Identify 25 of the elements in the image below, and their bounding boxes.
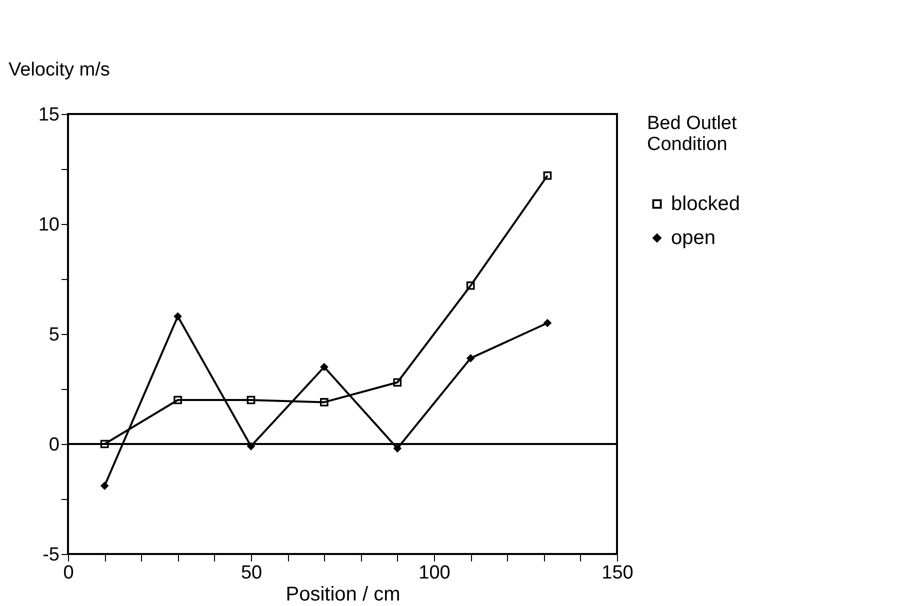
x-tick-label: 50 <box>240 562 262 584</box>
legend-label: blocked <box>671 193 740 215</box>
x-axis-title: Position / cm <box>286 584 400 606</box>
x-tick-label: 150 <box>602 562 634 584</box>
point <box>543 318 552 328</box>
y-tick-label: 15 <box>38 104 60 126</box>
x-tick-label: 100 <box>418 562 450 584</box>
x-tick-label: 0 <box>63 562 74 584</box>
point <box>466 354 475 362</box>
point <box>174 312 182 321</box>
y-tick-label: 10 <box>38 214 60 236</box>
point <box>393 378 402 387</box>
point <box>320 398 328 406</box>
y-axis-title: Velocity m/s <box>8 60 110 80</box>
y-tick-label: -5 <box>42 544 60 566</box>
point <box>100 482 109 490</box>
legend-label: open <box>671 227 716 249</box>
point <box>543 171 552 180</box>
y-tick-label: 0 <box>48 434 60 456</box>
point <box>466 281 475 290</box>
legend-title: Bed Outlet Condition <box>647 113 738 155</box>
point <box>174 396 182 404</box>
point <box>393 444 402 453</box>
y-tick-label: 5 <box>48 324 60 346</box>
point <box>320 362 328 372</box>
